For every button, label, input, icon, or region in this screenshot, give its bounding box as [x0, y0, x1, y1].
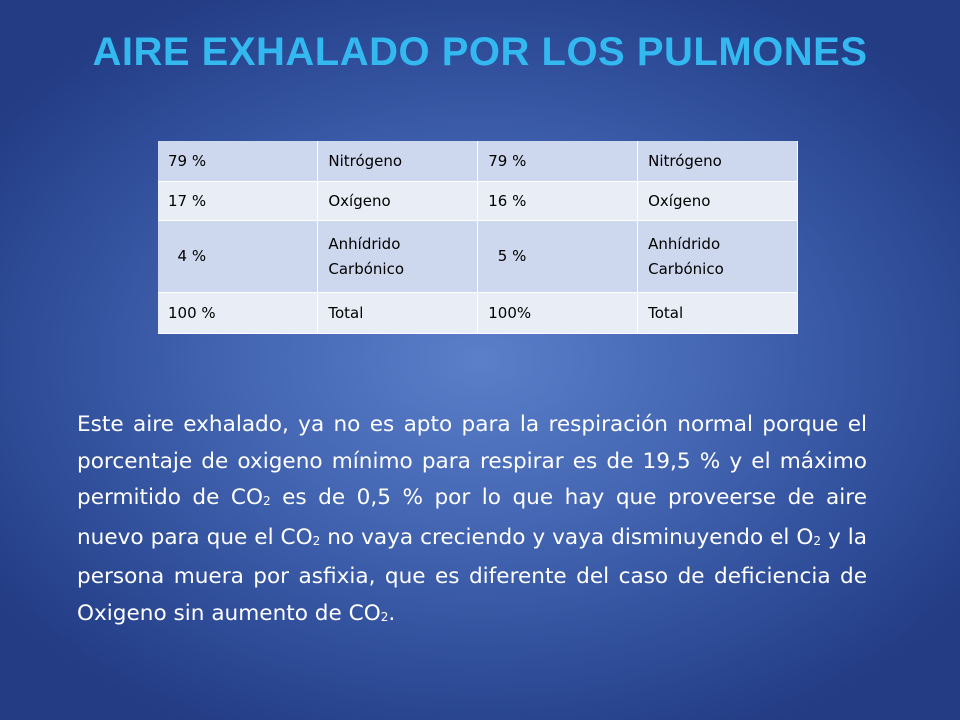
paragraph-text: no vaya creciendo y vaya disminuyendo el… [320, 524, 814, 550]
subscript: 2 [813, 533, 822, 548]
table-cell: Nitrógeno [317, 141, 479, 182]
table-row: 100 % Total 100% Total [158, 292, 798, 334]
table-cell: 100% [477, 292, 639, 334]
table-cell: 79 % [477, 141, 639, 182]
table-cell: Nitrógeno [637, 141, 798, 182]
table-row: 4 % Anhídrido Carbónico 5 % Anhídrido Ca… [158, 220, 798, 293]
subscript: 2 [262, 494, 271, 508]
table-cell: Oxígeno [637, 181, 798, 221]
table-cell: Anhídrido Carbónico [317, 220, 479, 293]
paragraph-text: y la persona muera por asfixia, que es d… [77, 524, 867, 626]
table-cell: Total [317, 292, 479, 334]
paragraph-text: Este aire exhalado, ya no es apto para l… [77, 412, 867, 510]
slide-title: AIRE EXHALADO POR LOS PULMONES [92, 30, 868, 74]
paragraph-text: es de 0,5 % por lo que hay que proveerse… [77, 485, 867, 550]
table-cell: 4 % [158, 220, 319, 293]
table-cell: 16 % [477, 181, 639, 221]
air-composition-table: 79 % Nitrógeno 79 % Nitrógeno 17 % Oxíge… [158, 141, 798, 334]
subscript: 2 [380, 609, 389, 624]
table-cell: 79 % [158, 141, 319, 182]
table-cell: 100 % [158, 292, 319, 334]
table-row: 17 % Oxígeno 16 % Oxígeno [158, 181, 798, 221]
paragraph-text: . [388, 600, 396, 626]
table-cell: 5 % [477, 220, 639, 293]
body-paragraph: Este aire exhalado, ya no es apto para l… [77, 407, 867, 635]
table-cell: Total [637, 292, 798, 334]
table-cell: Anhídrido Carbónico [637, 220, 798, 293]
table-cell: Oxígeno [317, 181, 479, 221]
table-row: 79 % Nitrógeno 79 % Nitrógeno [158, 141, 798, 182]
subscript: 2 [312, 533, 321, 548]
table-cell: 17 % [158, 181, 319, 221]
